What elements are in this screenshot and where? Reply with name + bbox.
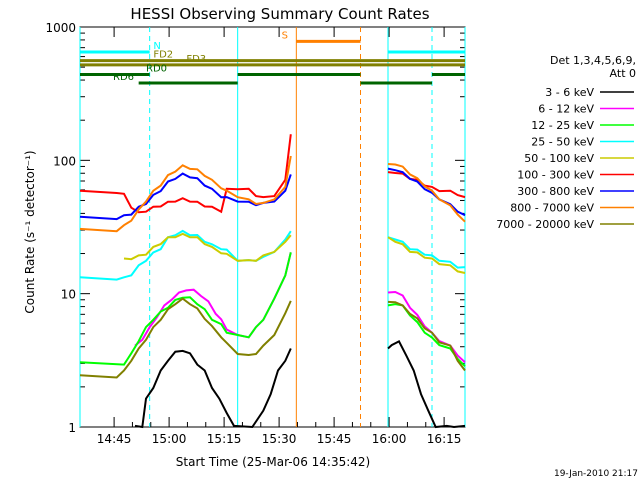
x-tick-label: 16:15 bbox=[427, 432, 462, 446]
state-bars: N S FD2 FD3 RD0 RD6 bbox=[80, 30, 465, 85]
x-tick-label: 15:45 bbox=[317, 432, 352, 446]
series-line bbox=[387, 163, 466, 223]
x-tick-label: 15:15 bbox=[207, 432, 242, 446]
series-line bbox=[387, 340, 466, 429]
series-line bbox=[387, 303, 466, 367]
chart-title: HESSI Observing Summary Count Rates bbox=[130, 5, 429, 23]
series-line bbox=[134, 252, 292, 347]
legend-entry: 12 - 25 keV bbox=[531, 119, 594, 132]
state-bar-label: S bbox=[282, 30, 288, 41]
series-line bbox=[134, 348, 292, 429]
legend: Det 1,3,4,5,6,9,Att 0 3 - 6 keV 6 - 12 keV… bbox=[496, 54, 636, 231]
series-line bbox=[387, 171, 466, 199]
series-line bbox=[79, 134, 292, 214]
y-axis: 1 10 100 1000 bbox=[45, 21, 465, 435]
legend-header: Att 0 bbox=[610, 67, 636, 80]
legend-entry: 6 - 12 keV bbox=[538, 103, 594, 116]
plot-area bbox=[79, 26, 466, 428]
series-line bbox=[123, 232, 292, 262]
legend-entry: 50 - 100 keV bbox=[524, 152, 594, 165]
x-axis-label: Start Time (25-Mar-06 14:35:42) bbox=[176, 455, 370, 469]
y-tick-label: 1 bbox=[68, 421, 76, 435]
legend-header: Det 1,3,4,5,6,9, bbox=[550, 54, 636, 67]
legend-entry: 7000 - 20000 keV bbox=[496, 218, 594, 231]
series-line bbox=[79, 229, 292, 281]
series-line bbox=[79, 297, 292, 379]
y-tick-label: 10 bbox=[61, 288, 76, 302]
series-line bbox=[387, 236, 466, 269]
legend-entry: 100 - 300 keV bbox=[517, 169, 594, 182]
legend-entry: 3 - 6 keV bbox=[545, 86, 594, 99]
series-line bbox=[79, 252, 292, 366]
series-line bbox=[79, 155, 292, 233]
y-axis-label: Count Rate (s⁻¹ detector⁻¹) bbox=[23, 150, 37, 313]
x-tick-label: 15:30 bbox=[262, 432, 297, 446]
timestamp-annotation: 19-Jan-2010 21:17 bbox=[554, 469, 638, 479]
legend-entry: 25 - 50 keV bbox=[531, 136, 594, 149]
series bbox=[79, 134, 466, 429]
legend-entry: 300 - 800 keV bbox=[517, 185, 594, 198]
x-tick-label: 15:00 bbox=[152, 432, 187, 446]
state-bar-label: RD6 bbox=[113, 72, 134, 83]
state-bar-label: N bbox=[153, 41, 160, 52]
series-line bbox=[387, 300, 466, 372]
x-tick-label: 16:00 bbox=[372, 432, 407, 446]
plot-frame bbox=[79, 26, 466, 428]
legend-entry: 800 - 7000 keV bbox=[510, 202, 594, 215]
series-line bbox=[387, 236, 466, 274]
y-tick-label: 100 bbox=[53, 154, 76, 168]
x-tick-label: 14:45 bbox=[97, 432, 132, 446]
x-axis: 14:45 15:00 15:15 15:30 15:45 16:00 16:15 bbox=[97, 27, 462, 446]
y-tick-label: 1000 bbox=[45, 21, 76, 35]
series-line bbox=[387, 167, 466, 217]
markers bbox=[79, 27, 466, 427]
state-bar-label: RD0 bbox=[146, 64, 167, 75]
state-bar-label: FD2 bbox=[153, 50, 173, 61]
state-bar-label: FD3 bbox=[186, 54, 206, 65]
